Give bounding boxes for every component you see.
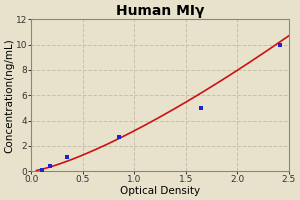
Point bbox=[278, 43, 283, 46]
Y-axis label: Concentration(ng/mL): Concentration(ng/mL) bbox=[4, 38, 14, 153]
Point bbox=[39, 168, 44, 172]
Point bbox=[65, 156, 70, 159]
X-axis label: Optical Density: Optical Density bbox=[120, 186, 200, 196]
Point bbox=[116, 135, 121, 139]
Point bbox=[199, 106, 204, 110]
Title: Human MIγ: Human MIγ bbox=[116, 4, 204, 18]
Point bbox=[47, 164, 52, 167]
